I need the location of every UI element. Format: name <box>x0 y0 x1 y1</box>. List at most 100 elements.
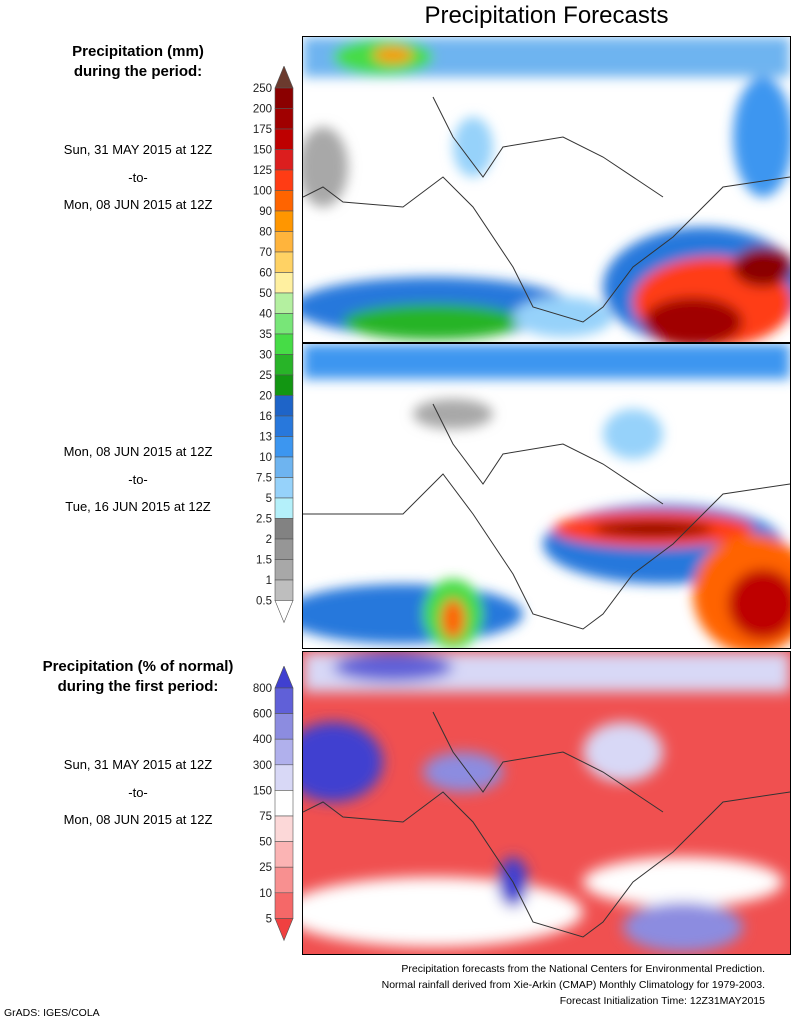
colorbar-swatch <box>274 354 294 376</box>
colorbar-swatch <box>274 815 294 842</box>
colorbar-label: 35 <box>259 329 272 341</box>
map-panel-week1 <box>302 36 791 343</box>
colorbar-swatch <box>274 231 294 253</box>
percent-to: -to- <box>128 785 148 800</box>
colorbar-percent: 800 600 400 300 150 75 50 25 10 5 <box>253 666 294 942</box>
colorbar-label: 60 <box>259 268 272 280</box>
colorbar-label: 20 <box>259 391 272 403</box>
period1-heading: Precipitation (mm) during the period: <box>0 42 276 82</box>
colorbar-swatch <box>274 892 294 919</box>
colorbar-swatch <box>274 415 294 437</box>
colorbar-swatch <box>274 272 294 294</box>
colorbar-swatch <box>274 841 294 868</box>
page-title: Precipitation Forecasts <box>424 2 669 29</box>
colorbar-swatch <box>274 738 294 766</box>
colorbar-swatch <box>274 579 294 601</box>
colorbar-swatch <box>274 333 294 355</box>
period2-to: -to- <box>128 472 148 487</box>
percent-heading: Precipitation (% of normal) during the f… <box>0 657 276 697</box>
colorbar-swatch <box>274 497 294 519</box>
colorbar-label: 50 <box>259 837 272 849</box>
grads-credit: GrADS: IGES/COLA <box>4 1007 100 1019</box>
colorbar-label: 50 <box>259 288 272 300</box>
colorbar-label: 75 <box>259 811 272 823</box>
colorbar-label: 100 <box>253 186 272 198</box>
colorbar-swatch <box>274 108 294 130</box>
colorbar-swatch <box>274 790 294 817</box>
period2-start: Mon, 08 JUN 2015 at 12Z <box>63 444 213 459</box>
colorbar-label: 150 <box>253 785 272 797</box>
colorbar-label: 800 <box>253 683 272 695</box>
colorbar-swatch <box>274 436 294 458</box>
colorbar-swatch <box>274 251 294 273</box>
colorbar-swatch <box>274 169 294 191</box>
colorbar-label: 250 <box>253 83 272 95</box>
colorbar-mm: 2502001751501251009080706050403530252016… <box>253 66 294 624</box>
colorbar-label: 125 <box>253 165 272 177</box>
colorbar-swatch <box>274 456 294 478</box>
colorbar-label: 16 <box>259 411 272 423</box>
footer-source: Precipitation forecasts from the Nationa… <box>401 963 765 975</box>
percent-normal-map <box>303 652 790 954</box>
colorbar-label: 5 <box>266 913 272 925</box>
colorbar-label: 150 <box>253 145 272 157</box>
colorbar-swatch <box>274 190 294 212</box>
colorbar-swatch <box>274 87 294 109</box>
colorbar-swatch <box>274 313 294 335</box>
colorbar-label: 13 <box>259 432 272 444</box>
percent-heading-line1: Precipitation (% of normal) <box>42 658 234 675</box>
footer-init-time: Forecast Initialization Time: 12Z31MAY20… <box>559 995 765 1007</box>
colorbar-top-triangle <box>274 66 294 89</box>
colorbar-label: 0.5 <box>256 596 272 608</box>
colorbar-label: 10 <box>259 452 272 464</box>
colorbar-swatch <box>274 538 294 560</box>
colorbar-label: 70 <box>259 247 272 259</box>
period1-to: -to- <box>128 170 148 185</box>
colorbar-swatch <box>274 687 294 714</box>
colorbar-swatch <box>274 764 294 791</box>
colorbar-label: 40 <box>259 309 272 321</box>
colorbar-label: 90 <box>259 206 272 218</box>
colorbar-label: 600 <box>253 709 272 721</box>
colorbar-label: 200 <box>253 104 272 116</box>
precip-map-week1 <box>303 37 790 342</box>
colorbar-swatch <box>274 866 294 894</box>
map-panel-percent-normal <box>302 651 791 955</box>
colorbar-top-triangle <box>274 666 294 689</box>
colorbar-label: 300 <box>253 760 272 772</box>
period1-start: Sun, 31 MAY 2015 at 12Z <box>63 142 213 157</box>
colorbar-swatch <box>274 149 294 171</box>
colorbar-label: 1 <box>266 575 272 587</box>
colorbar-swatch <box>274 374 294 396</box>
percent-start: Sun, 31 MAY 2015 at 12Z <box>63 757 213 772</box>
period2-end: Tue, 16 JUN 2015 at 12Z <box>65 499 211 514</box>
footer-climatology: Normal rainfall derived from Xie-Arkin (… <box>381 979 765 991</box>
period1-end: Mon, 08 JUN 2015 at 12Z <box>63 197 213 212</box>
colorbar-bottom-triangle <box>274 918 294 942</box>
colorbar-swatch <box>274 128 294 150</box>
colorbar-label: 2 <box>266 534 272 546</box>
period1-heading-line2: during the period: <box>73 63 203 80</box>
colorbar-label: 25 <box>259 862 272 874</box>
map-panel-week2 <box>302 343 791 649</box>
colorbar-label: 5 <box>266 493 272 505</box>
colorbar-label: 30 <box>259 350 272 362</box>
period1-heading-line1: Precipitation (mm) <box>72 43 204 60</box>
colorbar-label: 7.5 <box>256 473 272 485</box>
colorbar-label: 25 <box>259 370 272 382</box>
colorbar-swatch <box>274 292 294 314</box>
colorbar-swatch <box>274 559 294 581</box>
percent-heading-line2: during the first period: <box>57 678 219 695</box>
colorbar-label: 400 <box>253 734 272 746</box>
colorbar-swatch <box>274 395 294 417</box>
colorbar-label: 1.5 <box>256 555 272 567</box>
colorbar-swatch <box>274 518 294 540</box>
colorbar-swatch <box>274 477 294 499</box>
colorbar-label: 80 <box>259 227 272 239</box>
colorbar-label: 2.5 <box>256 514 272 526</box>
precip-map-week2 <box>303 344 790 648</box>
colorbar-label: 10 <box>259 888 272 900</box>
colorbar-label: 175 <box>253 124 272 136</box>
colorbar-swatch <box>274 713 294 740</box>
colorbar-bottom-triangle <box>274 600 294 624</box>
